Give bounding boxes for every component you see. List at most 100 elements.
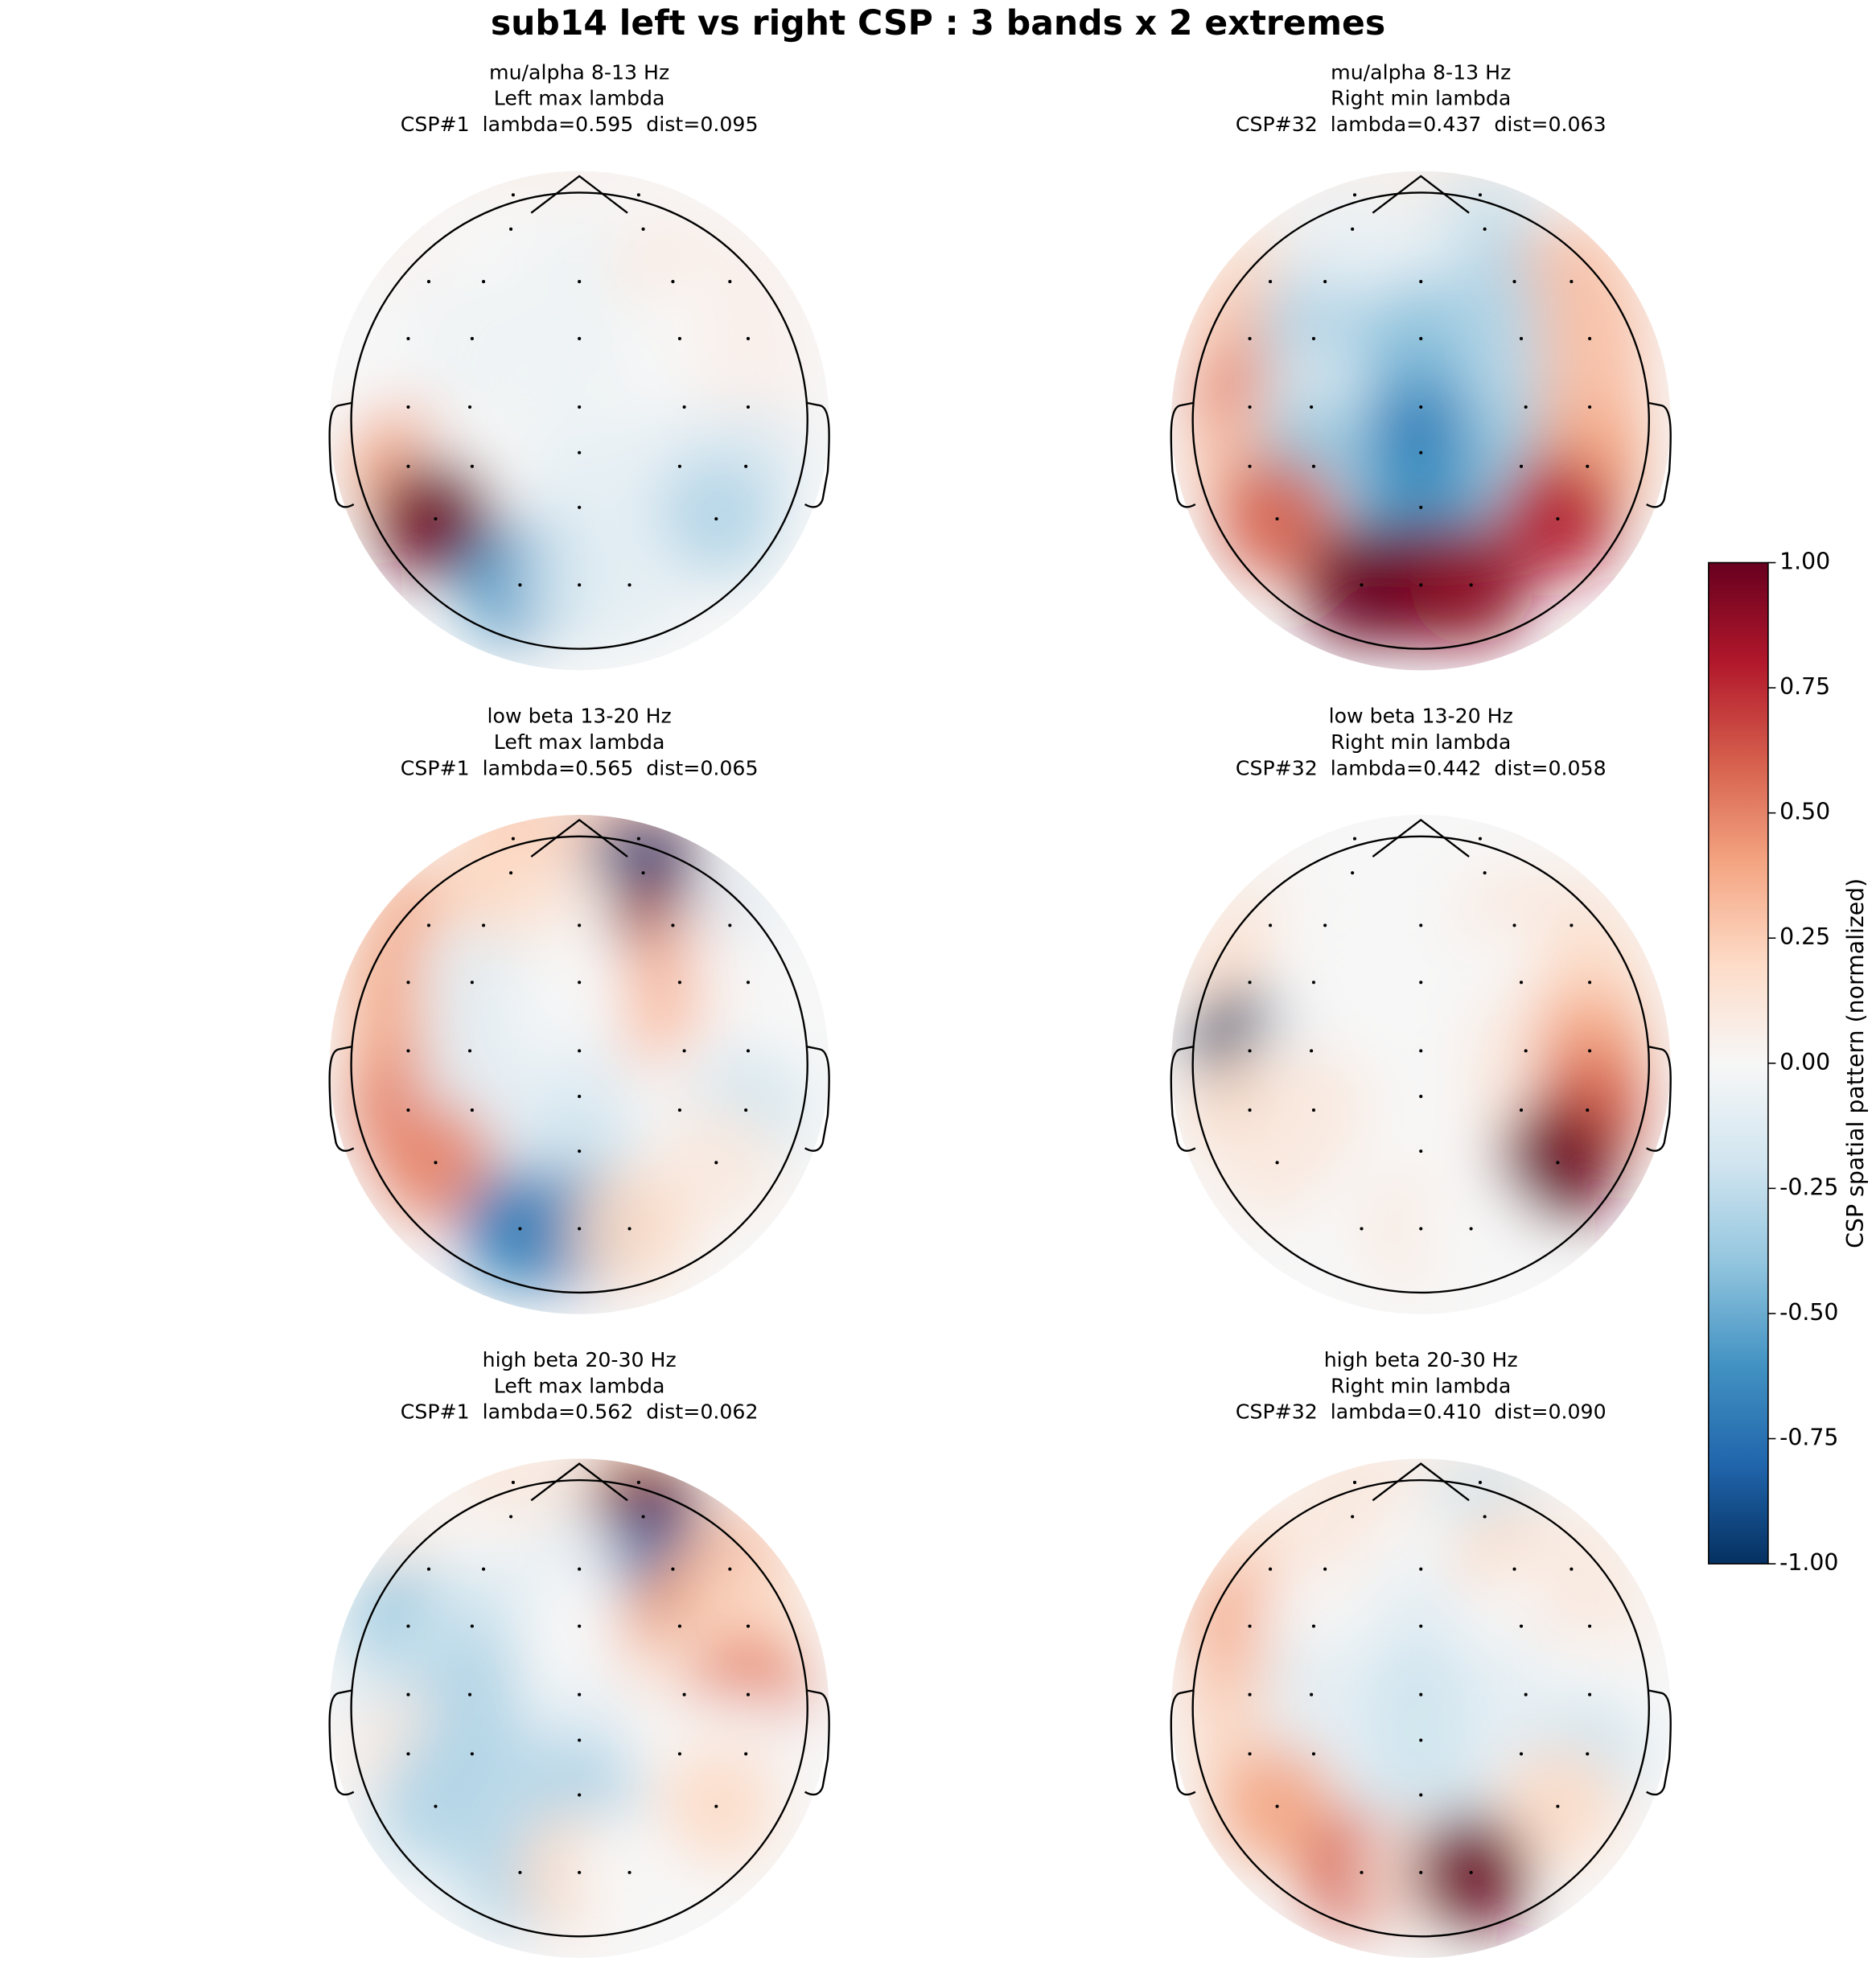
electrode	[578, 1738, 582, 1742]
electrode	[1483, 227, 1487, 231]
electrode	[1419, 1738, 1423, 1742]
electrode	[1419, 1870, 1423, 1874]
electrode	[1351, 871, 1355, 875]
nose	[1372, 1462, 1470, 1502]
electrode	[578, 981, 582, 985]
electrode	[578, 1095, 582, 1099]
electrode	[1269, 923, 1273, 927]
electrode	[1519, 981, 1524, 985]
electrode	[1483, 1515, 1487, 1519]
nose	[530, 818, 628, 857]
panel-title: mu/alpha 8-13 Hz	[1331, 60, 1511, 84]
electrode	[1360, 583, 1364, 587]
electrode	[1248, 464, 1252, 468]
electrode	[1352, 1480, 1357, 1485]
electrode	[1419, 1624, 1423, 1628]
nose	[1372, 818, 1470, 857]
electrode	[578, 1049, 582, 1053]
electrode	[406, 1752, 410, 1756]
electrode	[1248, 1752, 1252, 1756]
electrode	[1419, 1095, 1423, 1099]
electrode	[470, 1108, 474, 1112]
colorbar-label: CSP spatial pattern (normalized)	[1842, 878, 1869, 1248]
electrode	[746, 1624, 751, 1628]
electrode	[406, 1108, 410, 1112]
electrode	[1478, 193, 1483, 197]
colorbar-tick-label: -0.25	[1779, 1174, 1838, 1200]
electrode	[467, 1049, 472, 1053]
electrode	[1311, 336, 1316, 341]
topomap	[1170, 815, 1671, 1314]
panel-title: CSP#32 lambda=0.442 dist=0.058	[1236, 756, 1607, 779]
electrode	[1419, 450, 1423, 454]
ear	[804, 1046, 830, 1152]
electrode	[627, 1870, 632, 1874]
electrode	[1248, 981, 1252, 985]
head-outline	[350, 835, 808, 1294]
electrode	[1419, 1692, 1423, 1696]
ear	[1646, 401, 1672, 508]
electrode	[746, 1049, 751, 1053]
colorbar-tick-label: 1.00	[1779, 548, 1830, 574]
electrode	[511, 193, 515, 197]
electrode	[1556, 1161, 1560, 1165]
electrode	[641, 871, 645, 875]
electrode	[682, 405, 686, 409]
electrode	[671, 1567, 675, 1571]
electrode	[1519, 1752, 1524, 1756]
electrode	[746, 981, 751, 985]
electrode	[434, 1161, 438, 1165]
electrode	[1310, 405, 1314, 409]
head-outline	[1191, 835, 1651, 1294]
electrode	[406, 464, 410, 468]
electrode	[671, 923, 675, 927]
electrode	[406, 405, 410, 409]
electrode	[1419, 981, 1423, 985]
colorbar-tick-label: 0.75	[1779, 673, 1830, 700]
electrode	[470, 464, 474, 468]
electrode	[578, 1149, 582, 1153]
electrode	[1524, 1692, 1528, 1696]
electrode	[481, 280, 486, 284]
electrode	[1419, 583, 1423, 587]
electrode	[1588, 405, 1592, 409]
electrode	[1352, 193, 1357, 197]
electrode	[1311, 1752, 1316, 1756]
electrode	[1586, 1108, 1590, 1112]
electrode	[1311, 464, 1316, 468]
nose	[1372, 175, 1470, 214]
panel-title: CSP#32 lambda=0.410 dist=0.090	[1236, 1400, 1607, 1424]
electrode	[1469, 583, 1473, 587]
electrode	[578, 505, 582, 509]
electrode	[677, 1752, 681, 1756]
electrode	[434, 1804, 438, 1808]
electrode	[728, 280, 732, 284]
electrode	[728, 923, 732, 927]
electrode	[1360, 1227, 1364, 1231]
electrode	[406, 336, 410, 341]
electrode	[509, 227, 513, 231]
electrode	[744, 464, 748, 468]
electrode	[1311, 1624, 1316, 1628]
electrode	[1419, 405, 1423, 409]
electrode	[1419, 923, 1423, 927]
electrode	[1323, 1567, 1327, 1571]
electrode	[578, 450, 582, 454]
panel-title: CSP#1 lambda=0.565 dist=0.065	[401, 756, 759, 779]
electrode	[1323, 280, 1327, 284]
panel-title: Right min lambda	[1331, 1374, 1511, 1397]
panel-title: CSP#1 lambda=0.562 dist=0.062	[401, 1400, 759, 1424]
electrode	[1588, 981, 1592, 985]
electrode	[636, 1480, 640, 1485]
electrode	[1310, 1692, 1314, 1696]
electrode	[511, 837, 515, 841]
electrode	[467, 1692, 472, 1696]
topomap	[329, 171, 829, 671]
electrode	[1519, 1108, 1524, 1112]
electrode	[1419, 280, 1423, 284]
ear	[1646, 1689, 1672, 1796]
electrode	[1311, 981, 1316, 985]
electrode	[627, 1227, 632, 1231]
electrode	[1275, 516, 1279, 521]
